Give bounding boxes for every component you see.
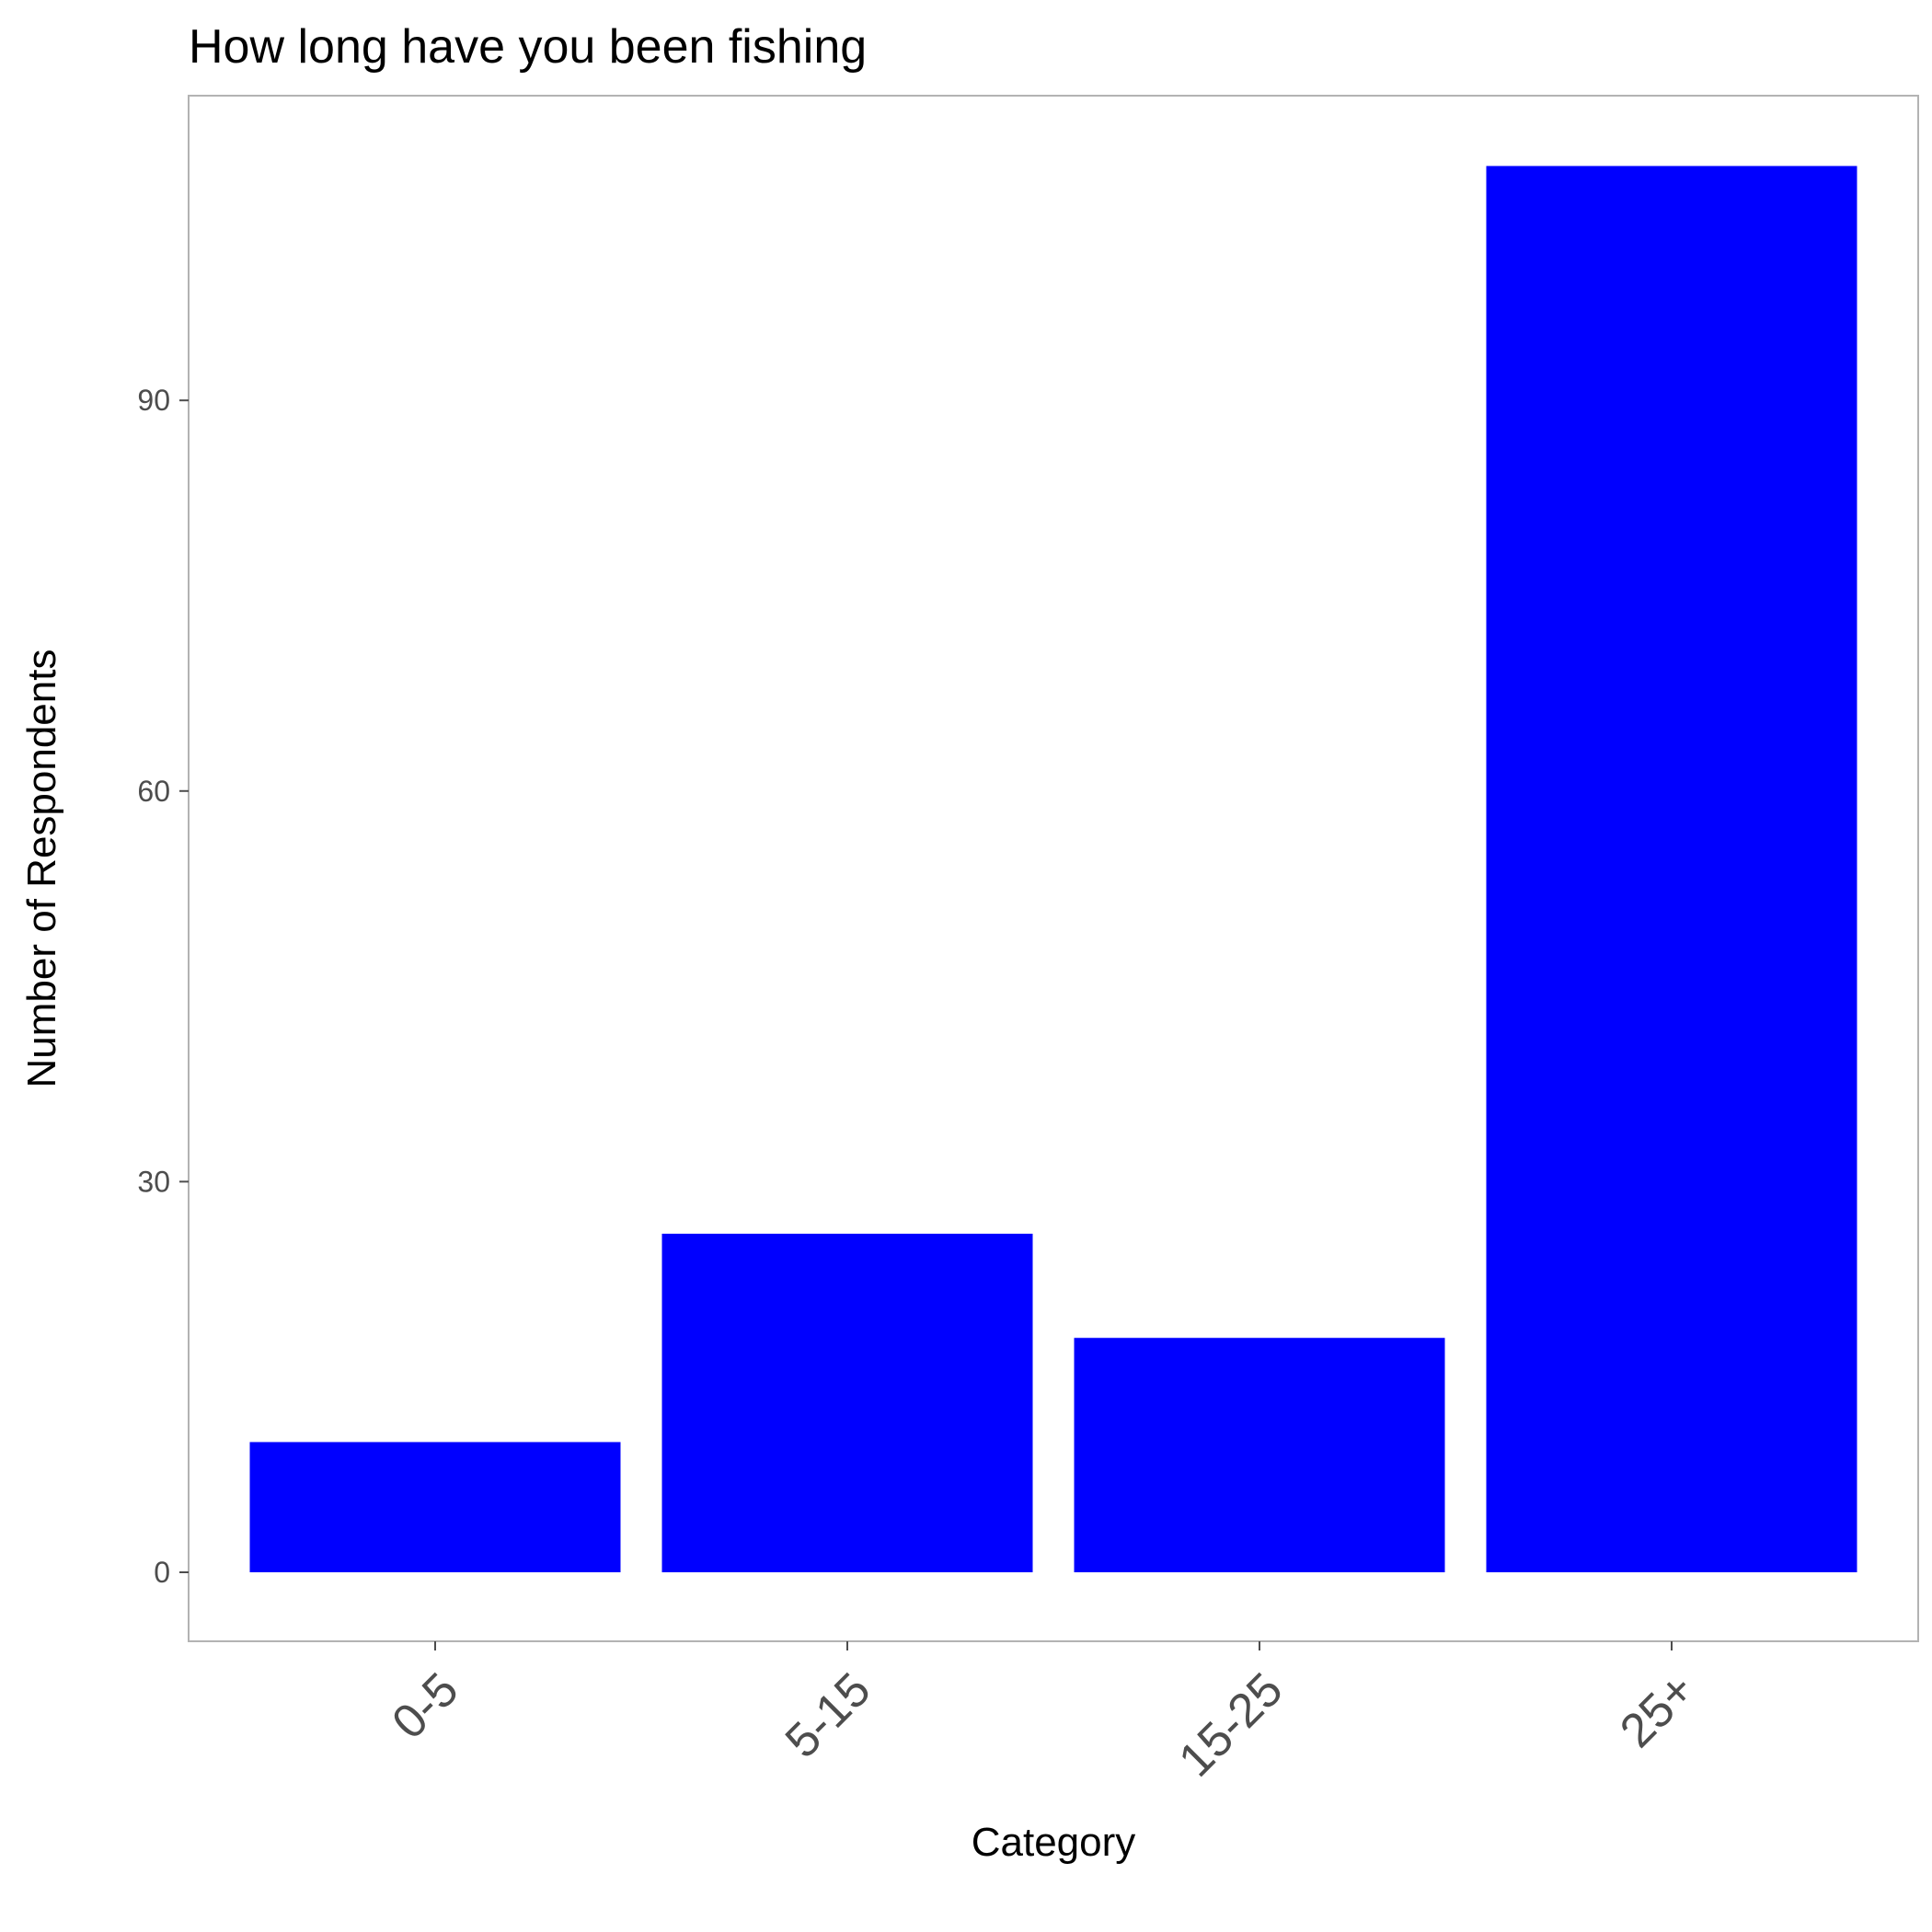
y-axis: 0 30 60 90: [137, 384, 189, 1589]
bars-layer: [249, 166, 1857, 1572]
y-tick-label: 60: [137, 775, 170, 808]
bar-5-15: [661, 1234, 1033, 1572]
plot-panel: [188, 95, 1919, 1642]
bar-25+: [1486, 166, 1857, 1572]
x-tick-label-0-5: 0-5: [382, 1662, 468, 1749]
bar-0-5: [249, 1442, 621, 1572]
y-tick-label: 90: [137, 384, 170, 417]
y-tick-label: 0: [154, 1556, 170, 1589]
x-tick-label-25+: 25+: [1610, 1662, 1705, 1757]
y-axis-title: Number of Respondents: [19, 650, 64, 1088]
x-axis: 0-5 5-15 15-25 25+: [382, 1641, 1706, 1788]
x-tick-label-15-25: 15-25: [1168, 1662, 1293, 1787]
bar-15-25: [1074, 1338, 1445, 1572]
chart-title: How long have you been fishing: [189, 20, 867, 74]
x-axis-title: Category: [972, 1820, 1136, 1865]
y-tick-label: 30: [137, 1165, 170, 1198]
x-tick-label-5-15: 5-15: [776, 1662, 881, 1768]
